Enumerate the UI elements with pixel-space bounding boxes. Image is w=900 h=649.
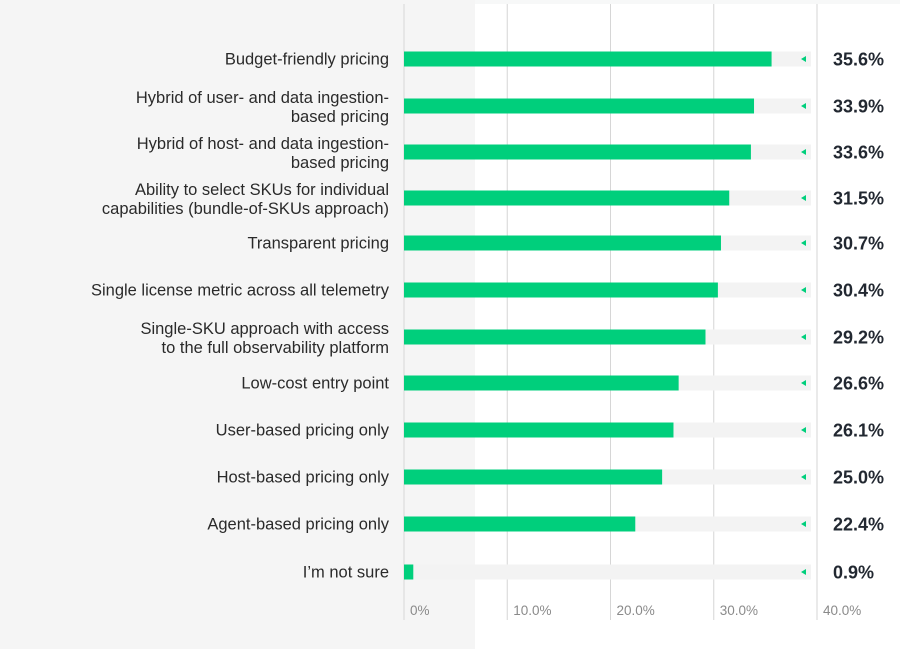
category-label: based pricing <box>291 108 389 126</box>
category-label: Single license metric across all telemet… <box>91 282 390 300</box>
bar <box>404 190 730 206</box>
x-tick-label: 40.0% <box>823 603 861 618</box>
category-label: Low-cost entry point <box>241 375 389 393</box>
marker-triangle-icon <box>801 334 806 340</box>
marker-triangle-icon <box>801 149 806 155</box>
value-label: 0.9% <box>833 563 874 583</box>
marker-triangle-icon <box>801 427 806 433</box>
marker-triangle-icon <box>801 521 806 527</box>
marker-triangle-icon <box>801 380 806 386</box>
bar <box>404 469 663 485</box>
bar <box>404 98 755 114</box>
bar-track <box>404 564 811 580</box>
category-label: Single-SKU approach with access <box>140 320 389 338</box>
marker-triangle-icon <box>801 474 806 480</box>
value-label: 25.0% <box>833 468 884 488</box>
bar <box>404 51 772 67</box>
bar <box>404 564 414 580</box>
marker-triangle-icon <box>801 287 806 293</box>
category-label: Host-based pricing only <box>217 469 390 487</box>
value-label: 26.6% <box>833 374 884 394</box>
x-tick-label: 0% <box>410 603 430 618</box>
marker-triangle-icon <box>801 103 806 109</box>
category-label: capabilities (bundle-of-SKUs approach) <box>102 200 389 218</box>
bar <box>404 516 636 532</box>
marker-triangle-icon <box>801 240 806 246</box>
category-label: Agent-based pricing only <box>207 516 389 534</box>
value-label: 33.6% <box>833 143 884 163</box>
bar <box>404 375 679 391</box>
category-label: based pricing <box>291 154 389 172</box>
category-label: Hybrid of user- and data ingestion- <box>136 89 389 107</box>
x-tick-label: 30.0% <box>720 603 758 618</box>
marker-triangle-icon <box>801 195 806 201</box>
value-label: 33.9% <box>833 97 884 117</box>
category-label: Transparent pricing <box>247 235 389 253</box>
x-tick-label: 10.0% <box>513 603 551 618</box>
category-label: Hybrid of host- and data ingestion- <box>137 135 389 153</box>
marker-triangle-icon <box>801 56 806 62</box>
value-label: 31.5% <box>833 189 884 209</box>
bar <box>404 235 721 251</box>
label-panel-background <box>0 0 475 649</box>
value-label: 35.6% <box>833 50 884 70</box>
category-label: Ability to select SKUs for individual <box>135 181 389 199</box>
category-label: to the full observability platform <box>162 339 389 357</box>
value-label: 22.4% <box>833 515 884 535</box>
category-label: I’m not sure <box>303 564 389 582</box>
x-tick-label: 20.0% <box>617 603 655 618</box>
marker-triangle-icon <box>801 569 806 575</box>
top-strip <box>475 0 900 4</box>
bar <box>404 422 674 438</box>
value-label: 26.1% <box>833 421 884 441</box>
bar <box>404 329 706 345</box>
bar <box>404 282 718 298</box>
value-label: 30.7% <box>833 234 884 254</box>
value-label: 29.2% <box>833 328 884 348</box>
category-label: Budget-friendly pricing <box>225 51 389 69</box>
category-label: User-based pricing only <box>216 422 390 440</box>
value-label: 30.4% <box>833 281 884 301</box>
bar <box>404 144 751 160</box>
